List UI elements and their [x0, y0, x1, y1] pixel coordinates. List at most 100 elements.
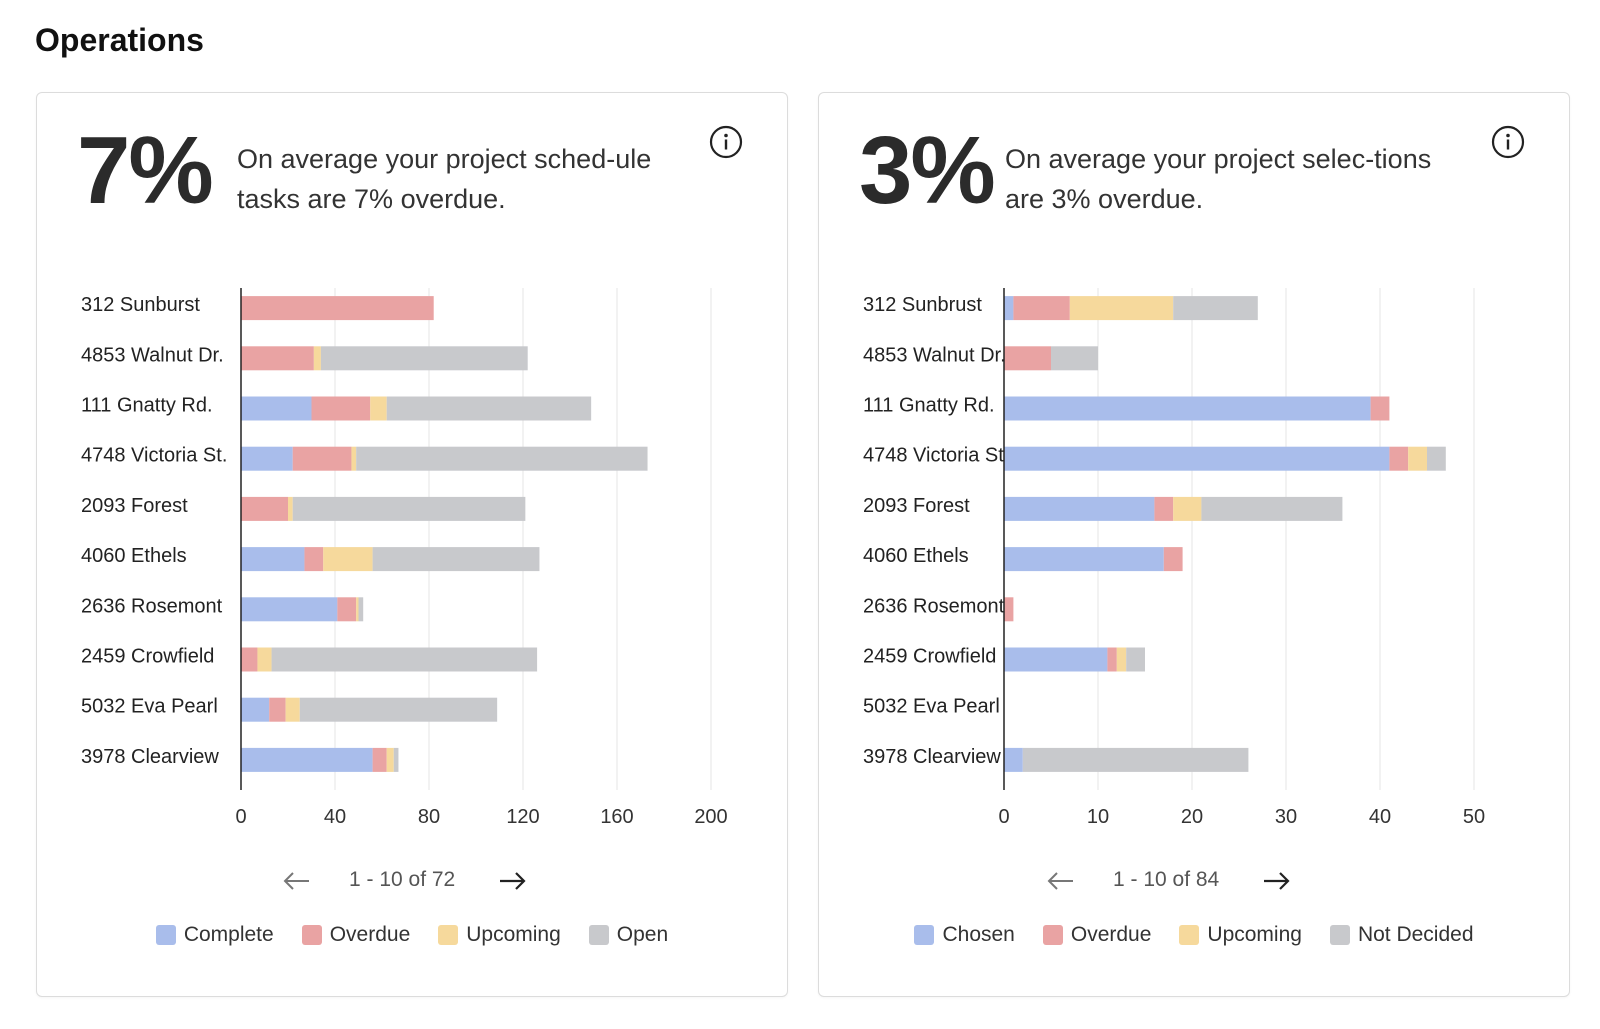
info-icon[interactable]	[1491, 125, 1525, 159]
category-label: 2636 Rosemont	[81, 595, 223, 617]
x-tick-label: 50	[1463, 806, 1485, 828]
bar-segment	[1004, 597, 1014, 622]
overdue-percent: 7%	[77, 117, 214, 224]
category-label: 312 Sunbrust	[863, 294, 982, 316]
schedule-overdue-card: 7% On average your project sched-ule tas…	[36, 92, 788, 997]
bar-segment	[271, 647, 538, 672]
legend-label: Chosen	[942, 923, 1015, 946]
legend-label: Upcoming	[1207, 923, 1302, 946]
bar-segment	[386, 396, 592, 421]
page-title: Operations	[35, 22, 204, 58]
legend-item: Complete	[155, 923, 274, 947]
legend-swatch	[1179, 925, 1200, 945]
x-tick-label: 160	[600, 806, 633, 828]
bar-segment	[313, 346, 321, 371]
bar-segment	[241, 346, 314, 371]
bar-segment	[1004, 296, 1014, 321]
chart-legend: Complete Overdue Upcoming Open	[37, 923, 787, 947]
arrow-left-icon[interactable]	[277, 861, 317, 901]
bar-segment	[311, 396, 371, 421]
x-tick-label: 10	[1087, 806, 1109, 828]
category-label: 4853 Walnut Dr.	[863, 344, 1006, 366]
legend-swatch	[301, 925, 322, 945]
bar-segment	[1004, 496, 1155, 521]
bar-segment	[1370, 396, 1390, 421]
bar-segment	[337, 597, 357, 622]
bar-segment	[299, 697, 498, 722]
category-label: 3978 Clearview	[863, 746, 1001, 768]
bar-segment	[288, 496, 293, 521]
legend-swatch	[155, 925, 176, 945]
bar-segment	[241, 747, 373, 772]
legend-label: Overdue	[1070, 923, 1152, 946]
bar-segment	[241, 396, 312, 421]
category-label: 2459 Crowfield	[863, 646, 996, 668]
legend-swatch	[1042, 925, 1063, 945]
bar-segment	[241, 446, 293, 471]
pagination-range: 1 - 10 of 72	[349, 868, 456, 891]
selections-overdue-card: 3% On average your project selec-tions a…	[818, 92, 1570, 997]
category-label: 111 Gnatty Rd.	[81, 395, 213, 417]
arrow-right-icon[interactable]	[492, 861, 532, 901]
category-label: 4748 Victoria St.	[863, 445, 1009, 467]
arrow-left-icon[interactable]	[1041, 861, 1081, 901]
bar-segment	[257, 647, 272, 672]
bar-segment	[285, 697, 300, 722]
x-tick-label: 0	[235, 806, 246, 828]
bar-segment	[241, 697, 270, 722]
bar-segment	[1004, 346, 1051, 371]
pagination: 1 - 10 of 72	[37, 861, 787, 901]
category-label: 4060 Ethels	[81, 545, 187, 567]
x-tick-label: 40	[324, 806, 346, 828]
bar-segment	[241, 496, 288, 521]
bar-segment	[241, 597, 338, 622]
legend-swatch	[1329, 925, 1350, 945]
bar-segment	[372, 547, 540, 572]
legend-label: Open	[616, 923, 669, 946]
bar-segment	[1004, 547, 1164, 572]
category-label: 2459 Crowfield	[81, 646, 214, 668]
bar-segment	[323, 547, 373, 572]
overdue-summary: On average your project selec-tions are …	[1005, 144, 1432, 214]
bar-segment	[1173, 296, 1258, 321]
legend-swatch	[914, 925, 935, 945]
bar-segment	[1116, 647, 1127, 672]
bar-segment	[1022, 747, 1249, 772]
chart-legend: Chosen Overdue Upcoming Not Decided	[819, 923, 1569, 947]
pagination: 1 - 10 of 84	[819, 861, 1569, 901]
legend-item: Upcoming	[1179, 923, 1302, 947]
legend-item: Not Decided	[1329, 923, 1474, 947]
bar-segment	[241, 547, 305, 572]
category-label: 2093 Forest	[81, 495, 188, 517]
category-label: 5032 Eva Pearl	[81, 696, 218, 718]
bar-segment	[1051, 346, 1098, 371]
legend-item: Upcoming	[438, 923, 561, 947]
category-label: 312 Sunburst	[81, 294, 200, 316]
x-tick-label: 30	[1275, 806, 1297, 828]
x-tick-label: 20	[1181, 806, 1203, 828]
x-tick-label: 80	[418, 806, 440, 828]
info-icon[interactable]	[709, 125, 743, 159]
overdue-percent: 3%	[859, 117, 996, 224]
legend-label: Not Decided	[1357, 923, 1474, 946]
bar-segment	[320, 346, 528, 371]
arrow-right-icon[interactable]	[1256, 861, 1296, 901]
bar-segment	[1173, 496, 1202, 521]
bar-segment	[292, 496, 526, 521]
bar-segment	[1427, 446, 1446, 471]
bar-segment	[356, 446, 648, 471]
bar-segment	[241, 296, 434, 321]
x-tick-label: 0	[998, 806, 1009, 828]
overdue-summary: On average your project sched-ule tasks …	[237, 144, 652, 214]
bar-segment	[358, 597, 364, 622]
bar-segment	[1004, 647, 1108, 672]
legend-item: Open	[588, 923, 669, 947]
legend-item: Chosen	[914, 923, 1015, 947]
bar-segment	[1004, 446, 1390, 471]
bar-segment	[269, 697, 286, 722]
bar-segment	[356, 597, 359, 622]
selections-bar-chart: 0 10 20 30 40 50 312 Sunbrust 4853 Walnut Dr. 11…	[863, 288, 1485, 828]
legend-label: Overdue	[329, 923, 411, 946]
bar-segment	[1126, 647, 1145, 672]
bar-segment	[1154, 496, 1174, 521]
